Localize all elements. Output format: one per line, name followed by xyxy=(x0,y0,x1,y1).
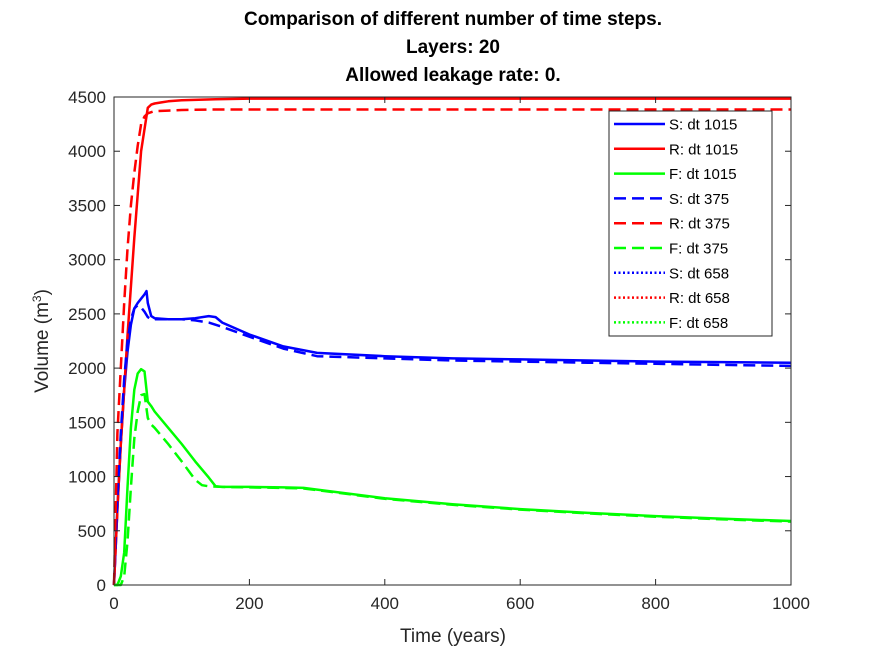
y-tick-label: 4500 xyxy=(68,88,106,107)
series-line-4 xyxy=(112,108,791,586)
chart-title-line-1: Comparison of different number of time s… xyxy=(244,9,662,30)
y-tick-label: 500 xyxy=(78,522,106,541)
legend-label-2: F: dt 1015 xyxy=(669,166,737,183)
y-tick-label: 2000 xyxy=(68,359,106,378)
legend-label-1: R: dt 1015 xyxy=(669,141,738,158)
y-axis-label: Volume (m3) xyxy=(30,289,53,393)
y-tick-label: 0 xyxy=(97,576,106,595)
y-tick-label: 3500 xyxy=(68,196,106,215)
y-axis-label-main: Volume (m xyxy=(32,302,53,393)
x-axis-label: Time (years) xyxy=(400,626,506,647)
chart-title-line-3: Allowed leakage rate: 0. xyxy=(345,65,560,86)
y-axis-label-superscript: 3 xyxy=(30,295,44,302)
y-tick-label: 4000 xyxy=(68,142,106,161)
x-tick-label: 200 xyxy=(235,594,263,613)
x-tick-label: 600 xyxy=(506,594,534,613)
legend-label-3: S: dt 375 xyxy=(669,191,729,208)
x-tick-label: 0 xyxy=(109,594,118,613)
series-line-1 xyxy=(112,97,791,586)
y-tick-label: 2500 xyxy=(68,305,106,324)
y-tick-label: 1000 xyxy=(68,468,106,487)
series-line-3 xyxy=(112,303,792,586)
y-axis-label-close: ) xyxy=(32,289,53,295)
x-tick-label: 800 xyxy=(641,594,669,613)
series-line-2 xyxy=(114,367,792,587)
legend-label-6: S: dt 658 xyxy=(669,265,729,282)
series-line-5 xyxy=(114,392,792,587)
legend-label-5: F: dt 375 xyxy=(669,241,728,258)
legend-label-7: R: dt 658 xyxy=(669,290,730,307)
ticks-layer: 0 200 400 600 800 1000 0 500 1000 1500 2000 2500 300… xyxy=(68,88,810,613)
legend-label-4: R: dt 375 xyxy=(669,216,730,233)
chart-title-line-2: Layers: 20 xyxy=(406,37,500,58)
y-tick-label: 1500 xyxy=(68,413,106,432)
x-tick-label: 1000 xyxy=(772,594,810,613)
series-layer xyxy=(112,97,792,587)
axes-box xyxy=(113,96,792,586)
legend: S: dt 1015 R: dt 1015 F: dt 1015 S: dt 375 R… xyxy=(608,110,773,337)
x-tick-label: 400 xyxy=(371,594,399,613)
legend-label-8: F: dt 658 xyxy=(669,315,728,332)
legend-label-0: S: dt 1015 xyxy=(669,117,737,134)
y-tick-label: 3000 xyxy=(68,251,106,270)
